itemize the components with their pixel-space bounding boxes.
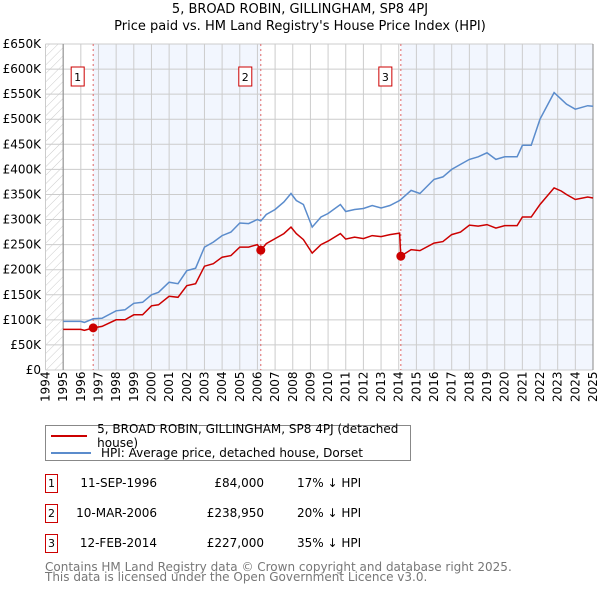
pre-data-hatch bbox=[45, 44, 64, 370]
legend-item-hpi: HPI: Average price, detached house, Dors… bbox=[46, 445, 363, 461]
x-tick-label: 1995 bbox=[56, 371, 70, 402]
legend-item-property: 5, BROAD ROBIN, GILLINGHAM, SP8 4PJ (det… bbox=[46, 422, 410, 450]
sale-label-box bbox=[238, 66, 253, 87]
x-tick-label: 2010 bbox=[321, 371, 335, 402]
sale-date: 11-SEP-1996 bbox=[80, 476, 157, 490]
sale-number-badge: 1 bbox=[45, 474, 58, 493]
x-tick-label: 2015 bbox=[409, 371, 423, 402]
chart-plot: 1994 1995 1996 1997 1998 1999 2000 2001 2002 2003… bbox=[3, 37, 600, 402]
sale-point bbox=[256, 245, 266, 255]
legend-label: HPI: Average price, detached house, Dors… bbox=[101, 446, 363, 460]
x-tick-label: 2002 bbox=[180, 371, 194, 402]
y-tick-label: £50K bbox=[10, 338, 42, 352]
x-tick-label: 2011 bbox=[339, 371, 353, 402]
shaded-period bbox=[400, 44, 593, 370]
sale-label-box bbox=[70, 66, 85, 87]
sale-label: 3 bbox=[382, 71, 389, 84]
legend-label: 5, BROAD ROBIN, GILLINGHAM, SP8 4PJ (det… bbox=[97, 422, 399, 450]
y-tick-label: £450K bbox=[3, 137, 43, 151]
x-tick-label: 2016 bbox=[427, 371, 441, 402]
y-tick-label: £200K bbox=[3, 263, 43, 277]
x-tick-label: 1998 bbox=[109, 371, 123, 402]
x-tick-label: 2021 bbox=[515, 371, 529, 402]
x-tick-label: 2000 bbox=[144, 371, 158, 402]
x-tick-label: 2001 bbox=[162, 371, 176, 402]
y-tick-label: £350K bbox=[3, 187, 43, 201]
x-tick-label: 2022 bbox=[533, 371, 547, 402]
x-tick-label: 2017 bbox=[445, 371, 459, 402]
x-tick-label: 2003 bbox=[197, 371, 211, 402]
x-tick-label: 1999 bbox=[127, 371, 141, 402]
x-tick-label: 2004 bbox=[215, 371, 229, 402]
x-tick-label: 1996 bbox=[74, 371, 88, 402]
chart-subtitle: Price paid vs. HM Land Registry's House … bbox=[114, 19, 486, 34]
y-tick-label: £400K bbox=[3, 162, 43, 176]
sale-point bbox=[88, 323, 98, 333]
hpi-difference: 17% ↓ HPI bbox=[297, 476, 362, 490]
sale-price: £227,000 bbox=[206, 536, 264, 550]
sale-label: 2 bbox=[242, 71, 249, 84]
y-tick-label: £300K bbox=[3, 213, 43, 227]
y-tick-label: £150K bbox=[3, 288, 43, 302]
x-tick-label: 2024 bbox=[568, 371, 582, 402]
sale-price: £238,950 bbox=[206, 506, 264, 520]
x-tick-label: 2018 bbox=[462, 371, 476, 402]
x-tick-label: 2020 bbox=[498, 371, 512, 402]
hpi-line bbox=[63, 91, 594, 324]
y-tick-label: £600K bbox=[3, 62, 43, 76]
legend: 5, BROAD ROBIN, GILLINGHAM, SP8 4PJ (det… bbox=[45, 422, 411, 461]
hpi-difference: 20% ↓ HPI bbox=[297, 506, 362, 520]
x-tick-label: 1997 bbox=[91, 371, 105, 402]
sale-price: £84,000 bbox=[214, 476, 264, 490]
x-tick-label: 2014 bbox=[392, 371, 406, 402]
x-tick-label: 2025 bbox=[586, 371, 600, 402]
chart-title: 5, BROAD ROBIN, GILLINGHAM, SP8 4PJ bbox=[171, 2, 429, 17]
x-tick-label: 2006 bbox=[250, 371, 264, 402]
shaded-period bbox=[93, 44, 261, 370]
sale-number-badge: 2 bbox=[45, 504, 58, 523]
y-tick-label: £500K bbox=[3, 112, 43, 126]
y-tick-label: £0 bbox=[26, 363, 41, 377]
sale-label-box bbox=[378, 66, 393, 87]
y-tick-label: £650K bbox=[3, 37, 43, 51]
blue-line-swatch bbox=[51, 452, 91, 454]
x-tick-label: 2008 bbox=[286, 371, 300, 402]
x-tick-label: 1994 bbox=[39, 371, 53, 402]
y-tick-label: £100K bbox=[3, 313, 43, 327]
x-tick-label: 2009 bbox=[303, 371, 317, 402]
x-tick-label: 2007 bbox=[268, 371, 282, 402]
footer-licence: This data is licensed under the Open Gov… bbox=[45, 570, 428, 584]
y-tick-label: £550K bbox=[3, 87, 43, 101]
sale-date: 10-MAR-2006 bbox=[76, 506, 157, 520]
hpi-difference: 35% ↓ HPI bbox=[297, 536, 362, 550]
sale-point bbox=[396, 251, 406, 261]
sale-label: 1 bbox=[74, 71, 81, 84]
x-tick-label: 2005 bbox=[233, 371, 247, 402]
y-tick-label: £250K bbox=[3, 238, 43, 252]
x-tick-label: 2023 bbox=[551, 371, 565, 402]
x-tick-label: 2019 bbox=[480, 371, 494, 402]
sale-date: 12-FEB-2014 bbox=[79, 536, 157, 550]
x-tick-label: 2013 bbox=[374, 371, 388, 402]
sale-number-badge: 3 bbox=[45, 534, 58, 553]
red-line-swatch bbox=[51, 435, 88, 437]
footer-copyright: Contains HM Land Registry data © Crown c… bbox=[45, 560, 512, 574]
x-tick-label: 2012 bbox=[356, 371, 370, 402]
property-price-line bbox=[63, 186, 594, 332]
